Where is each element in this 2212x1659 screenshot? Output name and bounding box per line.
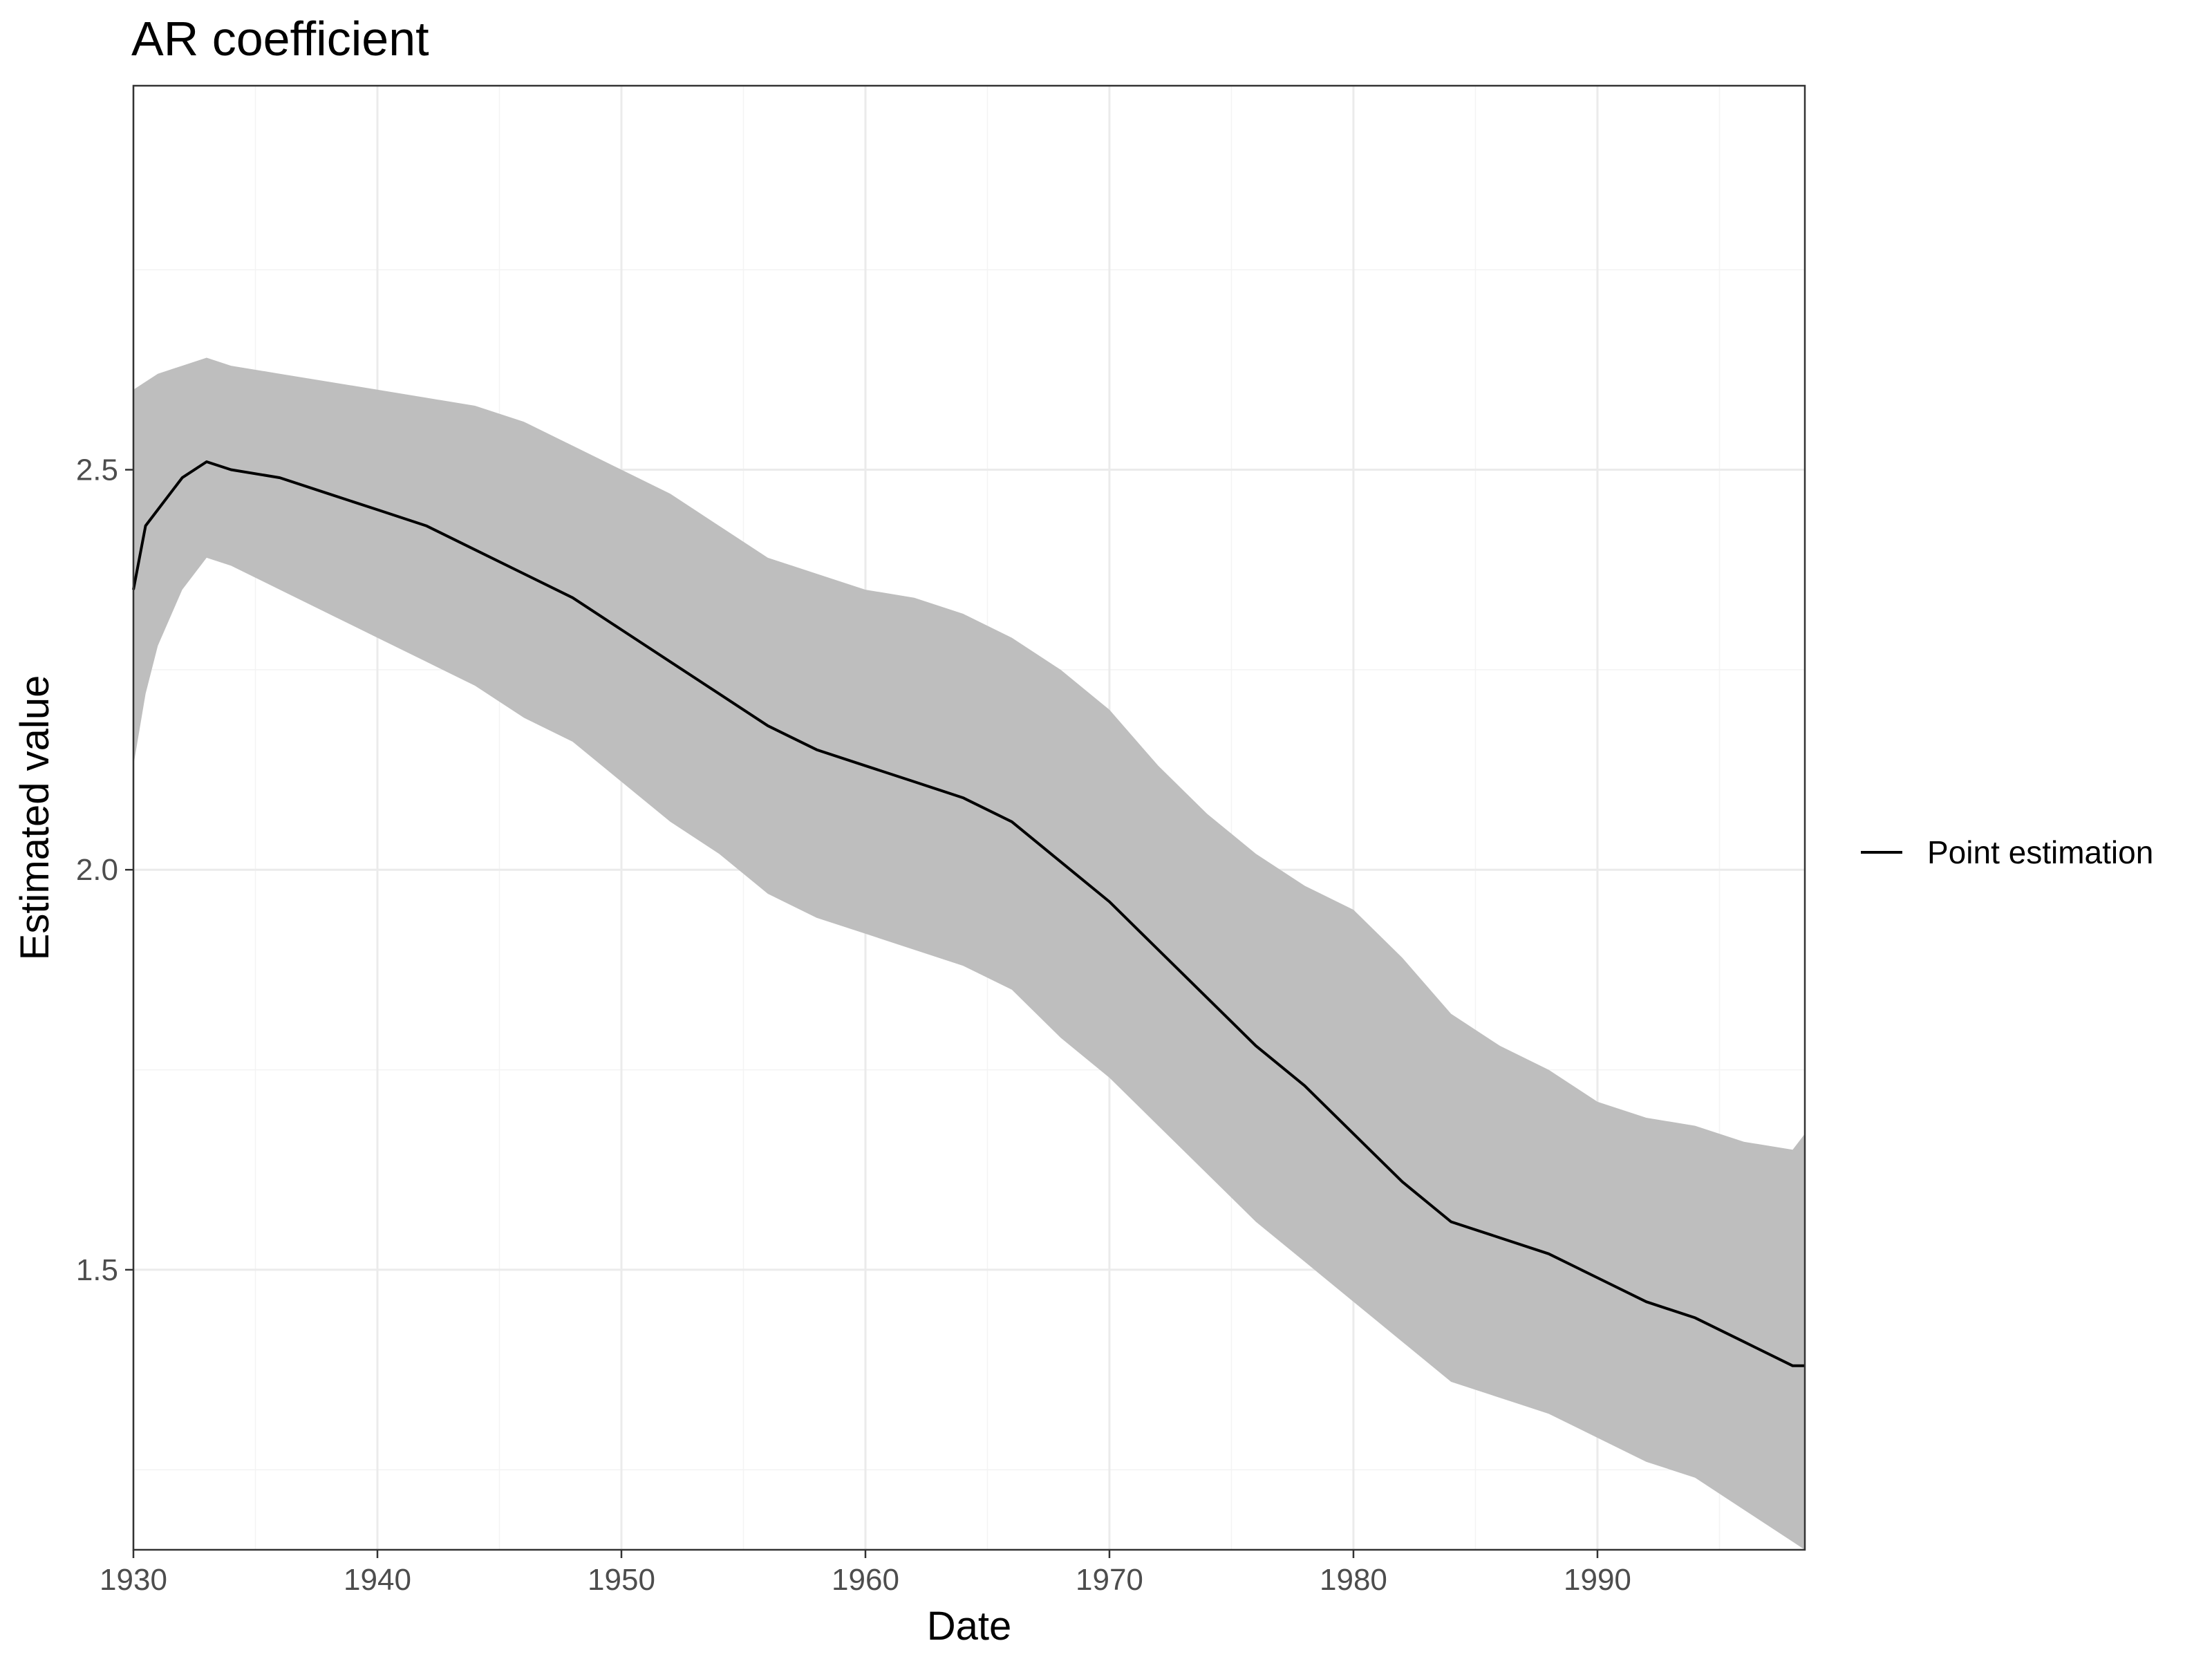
legend-label: Point estimation xyxy=(1927,834,2153,870)
x-tick-label: 1930 xyxy=(100,1563,167,1597)
x-tick-label: 1960 xyxy=(832,1563,899,1597)
plot-border xyxy=(132,84,1806,1551)
confidence-band xyxy=(133,357,1805,1550)
x-tick-label: 1990 xyxy=(1564,1563,1631,1597)
x-tick-label: 1980 xyxy=(1320,1563,1387,1597)
x-tick-label: 1970 xyxy=(1076,1563,1143,1597)
y-tick-label: 1.5 xyxy=(76,1253,118,1287)
legend: Point estimation xyxy=(1861,834,2153,870)
y-tick-label: 2.5 xyxy=(76,453,118,487)
x-axis-title: Date xyxy=(927,1604,1012,1649)
x-axis-ticks: 1930 1940 1950 1960 1970 1980 1990 xyxy=(100,1550,1631,1597)
y-axis-ticks: 1.5 2.0 2.5 xyxy=(76,453,133,1287)
x-tick-label: 1940 xyxy=(344,1563,411,1597)
chart-title: AR coefficient xyxy=(131,12,429,66)
y-tick-label: 2.0 xyxy=(76,853,118,887)
y-axis-title: Estimated value xyxy=(12,675,57,961)
x-tick-label: 1950 xyxy=(588,1563,655,1597)
point-estimation-line xyxy=(132,460,1805,1367)
